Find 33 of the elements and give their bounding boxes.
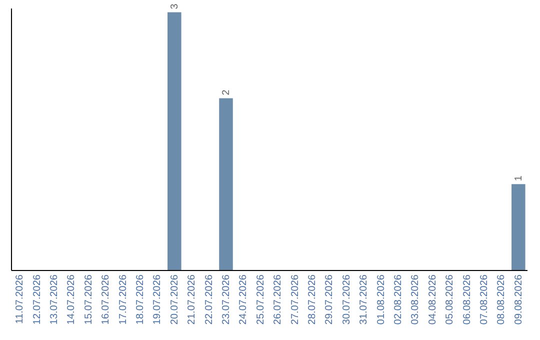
x-tick-label: 31.07.2026 — [358, 274, 370, 325]
x-tick-label: 30.07.2026 — [341, 274, 352, 325]
x-tick-label: 05.08.2026 — [444, 274, 456, 325]
x-tick-label: 06.08.2026 — [462, 274, 473, 325]
x-tick-label: 28.07.2026 — [307, 274, 318, 325]
x-tick-label: 04.08.2026 — [427, 274, 438, 325]
x-tick-label: 09.08.2026 — [513, 274, 524, 325]
x-tick-label: 18.07.2026 — [135, 274, 146, 325]
x-tick-label: 13.07.2026 — [49, 274, 60, 325]
x-tick-label: 25.07.2026 — [255, 274, 266, 325]
data-label: 3 — [169, 3, 180, 10]
x-tick-label: 12.07.2026 — [32, 274, 43, 325]
x-tick-label: 01.08.2026 — [376, 274, 387, 325]
x-tick-label: 02.08.2026 — [393, 274, 404, 325]
x-tick-label: 23.07.2026 — [221, 274, 232, 325]
x-tick-label: 29.07.2026 — [324, 274, 336, 325]
x-tick-label: 15.07.2026 — [83, 274, 94, 325]
x-tick-label: 07.08.2026 — [479, 274, 490, 325]
x-tick-label: 03.08.2026 — [410, 274, 422, 325]
x-tick-label: 24.07.2026 — [238, 274, 250, 325]
x-tick-label: 08.08.2026 — [496, 274, 508, 325]
x-tick-label: 22.07.2026 — [204, 274, 215, 325]
x-tick-label: 14.07.2026 — [66, 274, 78, 325]
x-tick-label: 20.07.2026 — [169, 274, 180, 325]
x-tick-label: 27.07.2026 — [290, 274, 301, 325]
x-tick-label: 19.07.2026 — [152, 274, 164, 325]
data-label: 1 — [513, 175, 524, 182]
data-label: 2 — [221, 89, 232, 96]
x-tick-label: 16.07.2026 — [100, 274, 112, 325]
x-tick-label: 17.07.2026 — [118, 274, 129, 325]
x-tick-label: 21.07.2026 — [186, 274, 198, 325]
x-tick-label: 26.07.2026 — [272, 274, 284, 325]
x-tick-label: 11.07.2026 — [14, 274, 26, 324]
